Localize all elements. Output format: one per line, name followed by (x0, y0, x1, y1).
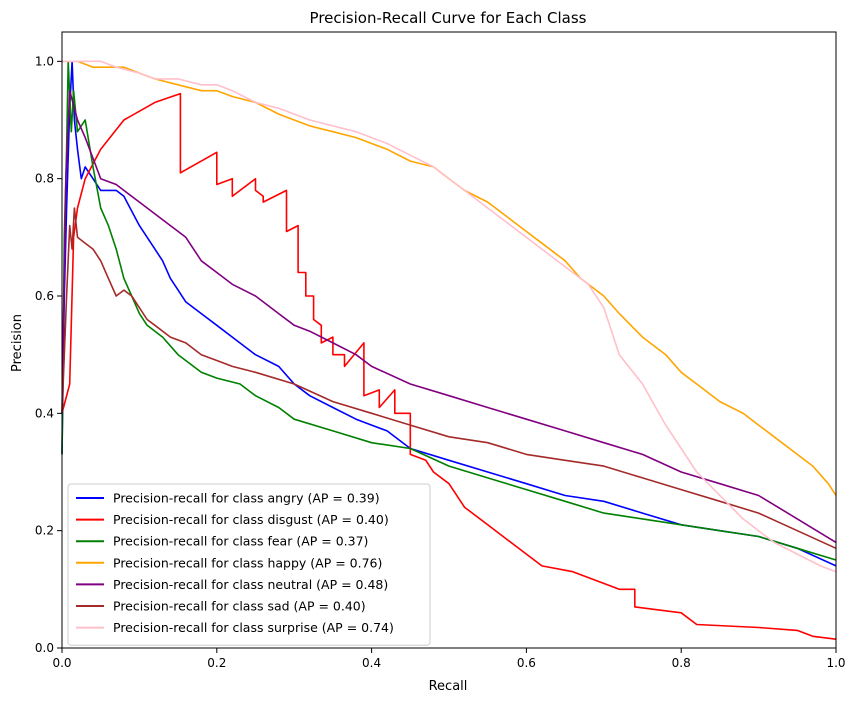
x-tick-label: 0.0 (52, 656, 71, 670)
legend-entry-0: Precision-recall for class angry (AP = 0… (113, 491, 380, 506)
chart-title: Precision-Recall Curve for Each Class (310, 9, 587, 27)
legend-entry-6: Precision-recall for class surprise (AP … (113, 620, 394, 635)
y-axis-ticks: 0.0 0.2 0.4 0.6 0.8 1.0 (35, 54, 62, 655)
y-tick-label: 1.0 (35, 54, 54, 68)
y-tick-label: 0.8 (35, 172, 54, 186)
x-tick-label: 1.0 (826, 656, 845, 670)
y-tick-label: 0.0 (35, 641, 54, 655)
legend-box (67, 483, 431, 646)
legend-entry-3: Precision-recall for class happy (AP = 0… (113, 555, 382, 570)
legend-entry-4: Precision-recall for class neutral (AP =… (113, 577, 388, 592)
x-axis-ticks: 0.0 0.2 0.4 0.6 0.8 1.0 (52, 648, 846, 670)
plot-lines (61, 60, 837, 640)
legend: Precision-recall for class angry (AP = 0… (67, 483, 431, 646)
y-tick-label: 0.6 (35, 289, 54, 303)
series-line-0 (61, 60, 837, 567)
series-line-1 (61, 92, 837, 640)
series-line-5 (61, 207, 837, 550)
series-line-4 (61, 89, 837, 544)
series-line-6 (62, 60, 837, 573)
x-tick-label: 0.8 (672, 656, 691, 670)
x-tick-label: 0.4 (362, 656, 381, 670)
legend-entry-5: Precision-recall for class sad (AP = 0.4… (113, 599, 366, 614)
y-axis-label: Precision (10, 314, 25, 372)
series-line-2 (61, 60, 837, 561)
x-tick-label: 0.6 (517, 656, 536, 670)
plot-frame (61, 31, 837, 649)
legend-entry-1: Precision-recall for class disgust (AP =… (113, 512, 389, 527)
x-tick-label: 0.2 (207, 656, 226, 670)
legend-entry-2: Precision-recall for class fear (AP = 0.… (113, 534, 368, 549)
y-tick-label: 0.2 (35, 524, 54, 538)
x-axis-label: Recall (429, 679, 468, 694)
y-tick-label: 0.4 (35, 406, 54, 420)
